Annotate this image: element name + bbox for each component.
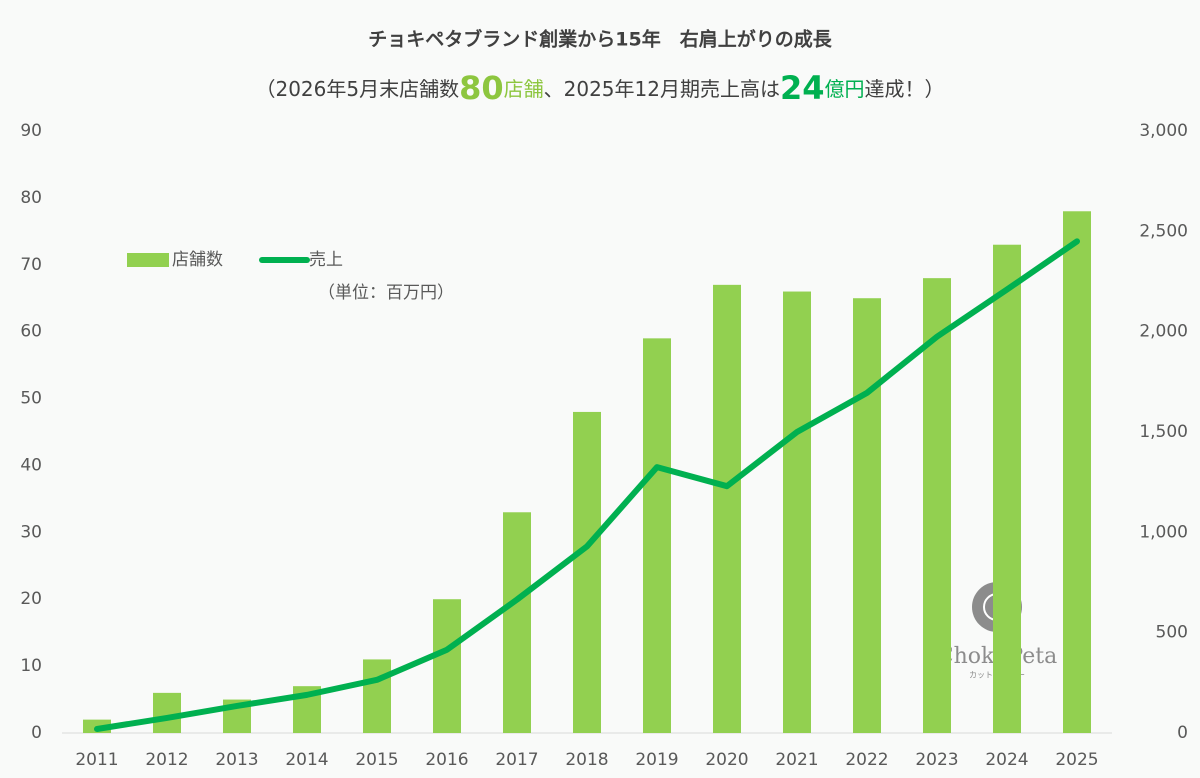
x-tick-label: 2013 [215, 750, 258, 770]
x-tick-label: 2015 [355, 750, 398, 770]
bar [923, 278, 951, 733]
subtitle-part: 24 [780, 69, 825, 107]
y2-tick-label: 500 [1156, 623, 1188, 643]
x-tick-label: 2014 [285, 750, 328, 770]
subtitle-part: 億円 [825, 77, 865, 101]
bar [503, 512, 531, 733]
x-tick-label: 2018 [565, 750, 608, 770]
bar [993, 244, 1021, 733]
subtitle-part: （2026年5月末店舗数 [255, 77, 459, 101]
y2-tick-label: 1,500 [1139, 422, 1188, 442]
legend-label: 売上 [309, 250, 343, 270]
y-tick-label: 30 [20, 522, 42, 542]
legend-label: 店舗数 [172, 250, 223, 270]
x-tick-label: 2016 [425, 750, 468, 770]
y-tick-label: 0 [31, 723, 42, 743]
x-tick-label: 2022 [845, 750, 888, 770]
x-tick-label: 2017 [495, 750, 538, 770]
x-tick-label: 2020 [705, 750, 748, 770]
subtitle-part: 80 [459, 69, 504, 107]
chart-subtitle: （2026年5月末店舗数80店舗、2025年12月期売上高は24億円達成！） [255, 69, 944, 107]
bar [153, 692, 181, 733]
bar [783, 291, 811, 733]
x-tick-label: 2019 [635, 750, 678, 770]
x-tick-label: 2011 [75, 750, 118, 770]
y-tick-label: 90 [20, 121, 42, 141]
y-tick-label: 40 [20, 455, 42, 475]
y-tick-label: 50 [20, 389, 42, 409]
legend-swatch [127, 253, 169, 267]
y2-tick-label: 2,000 [1139, 322, 1188, 342]
x-tick-label: 2024 [985, 750, 1028, 770]
bar [853, 298, 881, 733]
line [94, 238, 1080, 732]
y-tick-label: 20 [20, 589, 42, 609]
y-tick-label: 80 [20, 188, 42, 208]
bar [363, 659, 391, 733]
y2-tick-label: 2,500 [1139, 221, 1188, 241]
y2-tick-label: 3,000 [1139, 121, 1188, 141]
bar [1063, 211, 1091, 733]
y-tick-label: 10 [20, 656, 42, 676]
bar [573, 411, 601, 733]
bar [713, 284, 741, 733]
subtitle-part: 、2025年12月期売上高は [544, 77, 780, 101]
y-tick-label: 60 [20, 322, 42, 342]
x-tick-label: 2021 [775, 750, 818, 770]
y-tick-label: 70 [20, 255, 42, 275]
x-tick-label: 2012 [145, 750, 188, 770]
bar [433, 599, 461, 733]
bar [643, 338, 671, 733]
subtitle-part: 店舗 [504, 77, 544, 101]
y2-tick-label: 0 [1177, 723, 1188, 743]
x-tick-label: 2025 [1055, 750, 1098, 770]
x-tick-label: 2023 [915, 750, 958, 770]
chart-title: チョキペタブランド創業から15年 右肩上がりの成長 [368, 28, 832, 51]
subtitle-part: 達成！） [865, 77, 945, 101]
y2-tick-label: 1,000 [1139, 522, 1188, 542]
unit-note: （単位：百万円） [318, 283, 454, 303]
